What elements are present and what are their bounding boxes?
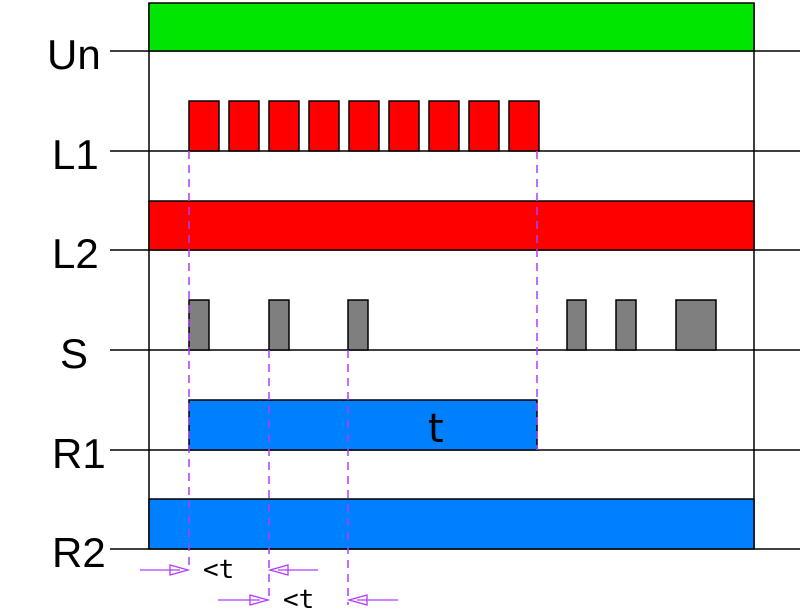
- dim1-arrow-right-head: [267, 564, 289, 576]
- row-l2: L2: [52, 200, 800, 277]
- s-pulse: [188, 299, 210, 351]
- l1-pulse: [268, 100, 300, 152]
- row-r1: t R1: [52, 399, 800, 477]
- l1-pulse: [348, 100, 380, 152]
- row-un: Un: [47, 2, 800, 78]
- s-pulse: [347, 299, 369, 351]
- r2-relay-pulse: [148, 498, 755, 550]
- s-pulse: [566, 299, 587, 351]
- row-label-un: Un: [47, 31, 101, 78]
- dimension-1: <t: [140, 555, 318, 585]
- r1-time-label: t: [428, 406, 444, 452]
- row-s: S: [60, 299, 800, 377]
- dim2-arrow-left-head: [249, 594, 271, 606]
- l1-pulse: [508, 100, 540, 152]
- l1-pulse: [308, 100, 340, 152]
- dim1-label: <t: [203, 555, 234, 585]
- s-pulse: [268, 299, 290, 351]
- dimension-2: <t: [218, 585, 398, 613]
- row-r2: R2: [52, 498, 800, 576]
- un-supply-pulse: [148, 2, 755, 52]
- row-label-r1: R1: [52, 430, 106, 477]
- dim1-arrow-left-head: [169, 564, 191, 576]
- row-label-r2: R2: [52, 529, 106, 576]
- l1-pulse: [188, 100, 220, 152]
- dim2-label: <t: [283, 585, 314, 613]
- l1-pulse: [228, 100, 260, 152]
- l1-pulse: [388, 100, 420, 152]
- r1-relay-pulse: [188, 399, 538, 451]
- l1-pulse: [468, 100, 500, 152]
- s-pulse-train: [188, 299, 717, 351]
- l2-line-pulse: [148, 200, 755, 251]
- row-label-l2: L2: [52, 230, 99, 277]
- row-label-s: S: [60, 330, 88, 377]
- dim2-arrow-right-head: [346, 594, 368, 606]
- l1-pulse: [428, 100, 460, 152]
- row-l1: L1: [52, 100, 800, 178]
- s-pulse: [615, 299, 637, 351]
- row-label-l1: L1: [52, 131, 99, 178]
- s-pulse: [675, 299, 717, 351]
- time-markers: [188, 151, 538, 605]
- l1-pulse-train: [188, 100, 540, 152]
